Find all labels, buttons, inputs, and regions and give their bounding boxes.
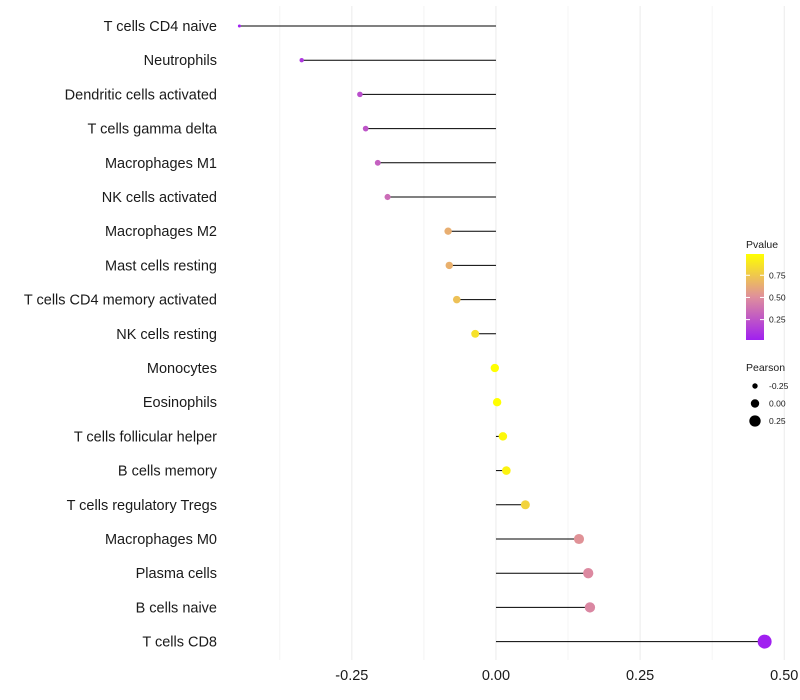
- category-label: T cells regulatory Tregs: [67, 498, 217, 514]
- data-point: [520, 500, 530, 510]
- pvalue-legend: Pvalue 0.25 0.50 0.75: [746, 239, 786, 340]
- category-label: T cells CD4 memory activated: [24, 293, 217, 309]
- category-label: T cells gamma delta: [88, 122, 218, 138]
- pvalue-legend-title: Pvalue: [746, 239, 778, 251]
- data-point: [492, 397, 502, 407]
- x-tick-labels: -0.25 0.00 0.25 0.50: [335, 668, 798, 684]
- points: [237, 24, 772, 649]
- data-point: [584, 602, 596, 613]
- data-point: [471, 329, 480, 338]
- colorbar-tick-label: 0.25: [769, 315, 786, 325]
- size-legend-dot: [750, 399, 760, 408]
- data-point: [384, 193, 391, 201]
- size-legend-label: 0.25: [769, 416, 786, 426]
- data-point: [299, 58, 304, 63]
- category-label: B cells memory: [118, 464, 218, 480]
- category-label: T cells follicular helper: [74, 429, 217, 445]
- category-label: Plasma cells: [136, 566, 217, 582]
- category-labels: T cells CD4 naive Neutrophils Dendritic ce…: [24, 19, 218, 651]
- category-label: T cells CD4 naive: [104, 19, 217, 35]
- size-legend-label: 0.00: [769, 399, 786, 409]
- size-legend-dot: [752, 383, 758, 389]
- x-tick-label: 0.50: [770, 668, 798, 684]
- data-point: [502, 466, 511, 475]
- data-point: [374, 159, 381, 166]
- category-label: Macrophages M2: [105, 224, 217, 240]
- grid-lines: [279, 6, 785, 660]
- category-label: Monocytes: [147, 361, 217, 377]
- data-point: [445, 261, 453, 270]
- x-tick-label: 0.25: [626, 668, 654, 684]
- colorbar-tick-label: 0.50: [769, 292, 786, 302]
- data-point: [362, 125, 369, 132]
- data-point: [357, 91, 363, 98]
- category-label: Macrophages M0: [105, 532, 217, 548]
- data-point: [490, 363, 499, 373]
- category-label: Mast cells resting: [105, 258, 217, 274]
- category-label: NK cells resting: [116, 327, 217, 343]
- data-point: [444, 227, 452, 235]
- pearson-legend-title: Pearson: [746, 362, 785, 374]
- data-point: [757, 634, 772, 649]
- category-label: Macrophages M1: [105, 156, 217, 172]
- category-label: T cells CD8: [142, 635, 217, 651]
- category-label: NK cells activated: [102, 190, 217, 206]
- category-label: Neutrophils: [144, 53, 217, 69]
- size-legend-label: -0.25: [769, 381, 789, 391]
- data-point: [452, 295, 461, 304]
- data-point: [237, 24, 241, 28]
- pearson-legend: Pearson -0.25 0.00 0.25: [746, 362, 789, 427]
- stems: [239, 25, 765, 643]
- x-tick-label: -0.25: [335, 668, 368, 684]
- x-tick-label: 0.00: [482, 668, 510, 684]
- pvalue-colorbar: [746, 254, 764, 340]
- data-point: [498, 432, 508, 441]
- category-label: Dendritic cells activated: [65, 87, 217, 103]
- colorbar-tick-label: 0.75: [769, 270, 786, 280]
- data-point: [583, 568, 594, 579]
- category-label: Eosinophils: [143, 395, 217, 411]
- data-point: [573, 533, 585, 545]
- size-legend-dot: [749, 415, 761, 427]
- category-label: B cells naive: [136, 600, 217, 616]
